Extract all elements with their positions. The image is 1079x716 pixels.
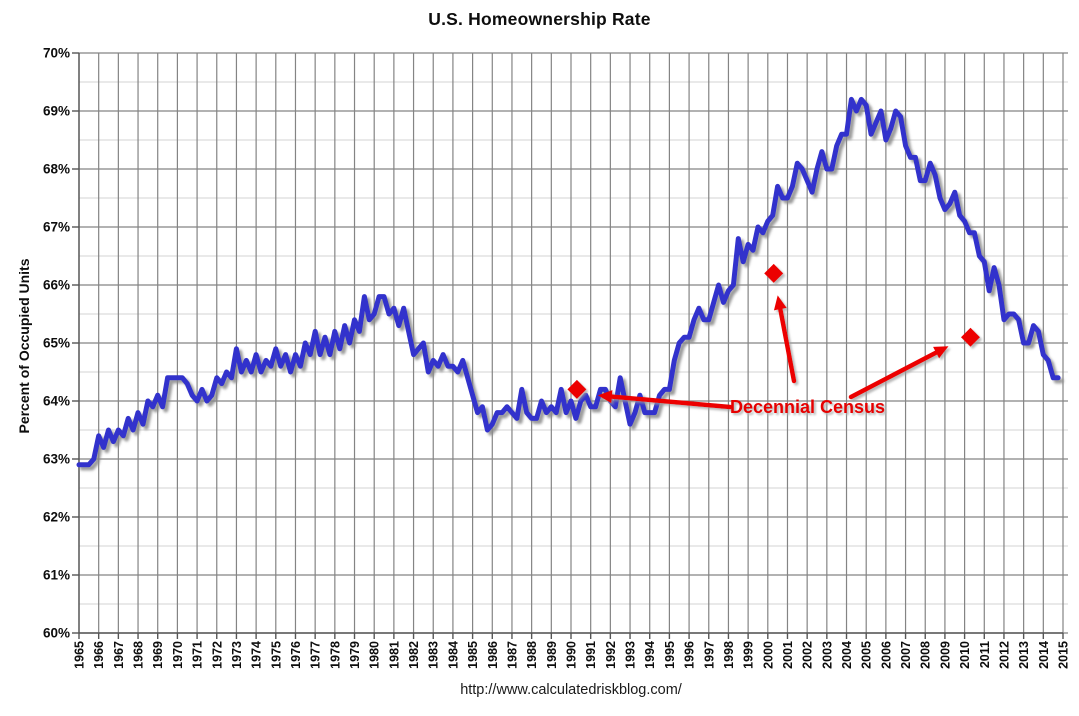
x-tick-label: 1975 [269,641,283,669]
chart-title: U.S. Homeownership Rate [428,9,651,29]
x-tick-label: 2005 [860,641,874,669]
x-tick-label: 2012 [997,641,1011,669]
x-tick-label: 2011 [978,641,992,668]
y-tick-label: 66% [43,278,70,293]
x-tick-label: 2001 [781,641,795,669]
x-tick-label: 1991 [584,641,598,669]
x-tick-label: 1977 [309,641,323,669]
x-tick-label: 1984 [446,641,460,669]
y-tick-label: 61% [43,568,70,583]
x-tick-label: 1997 [702,641,716,669]
annotation-arrows [597,295,949,410]
x-tick-label: 1992 [604,641,618,669]
x-tick-label: 1986 [486,641,500,669]
x-tick-label: 2010 [958,641,972,669]
x-tick-label: 1968 [132,641,146,669]
x-tick-label: 1965 [73,641,87,669]
x-tick-label: 2008 [919,641,933,669]
y-tick-label: 62% [43,510,70,525]
x-tick-label: 1998 [722,641,736,669]
y-tick-label: 70% [43,46,70,61]
x-tick-label: 1989 [545,641,559,669]
y-tick-label: 67% [43,220,70,235]
x-tick-label: 1973 [230,641,244,669]
x-tick-label: 2002 [801,641,815,669]
x-tick-label: 1990 [565,641,579,669]
x-tick-label: 2003 [820,641,834,669]
x-tick-label: 1969 [151,641,165,669]
x-tick-labels: 1965 1966 1967 1968 1969 1970 1971 1972 1973 1974… [73,641,1071,669]
x-tick-label: 1978 [328,641,342,669]
x-tick-label: 2007 [899,641,913,669]
census-diamond [961,327,981,347]
y-tick-label: 60% [43,626,70,641]
x-tick-label: 2009 [938,641,952,669]
x-tick-label: 1985 [466,641,480,669]
x-tick-label: 2000 [761,641,775,669]
x-tick-label: 1993 [624,641,638,669]
source-url: http://www.calculatedriskblog.com/ [460,682,682,698]
x-tick-label: 2015 [1057,641,1071,669]
x-tick-label: 1999 [742,641,756,669]
x-tick-label: 2006 [879,641,893,669]
y-tick-label: 63% [43,452,70,467]
x-tick-label: 1987 [505,641,519,669]
x-tick-label: 2013 [1017,641,1031,669]
x-tick-label: 1971 [191,641,205,669]
y-tick-label: 64% [43,394,70,409]
x-tick-label: 1972 [210,641,224,669]
census-diamonds [567,263,981,399]
census-diamond [567,379,587,399]
decennial-census-label: Decennial Census [730,397,886,417]
x-tick-label: 1982 [407,641,421,669]
x-tick-label: 1979 [348,641,362,669]
homeownership-line [76,96,1061,468]
x-tick-label: 1966 [92,641,106,669]
x-tick-label: 1983 [427,641,441,669]
x-tick-label: 2004 [840,641,854,669]
y-tick-labels: 60% 61% 62% 63% 64% 65% 66% 67% 68% 69% 70% [43,46,70,641]
x-tick-label: 1995 [663,641,677,669]
x-tick-label: 1967 [112,641,126,669]
x-tick-label: 1981 [387,641,401,669]
x-tick-label: 1980 [368,641,382,669]
y-tick-label: 68% [43,162,70,177]
y-tick-label: 69% [43,104,70,119]
axes [72,52,1064,639]
x-tick-label: 1976 [289,641,303,669]
x-tick-label: 1974 [250,641,264,669]
x-tick-label: 1970 [171,641,185,669]
x-tick-label: 1994 [643,641,657,669]
x-tick-label: 1988 [525,641,539,669]
grid-minor [79,81,1068,605]
census-diamond [764,263,784,283]
x-tick-label: 1996 [683,641,697,669]
y-tick-label: 65% [43,336,70,351]
x-tick-label: 2014 [1037,641,1051,669]
